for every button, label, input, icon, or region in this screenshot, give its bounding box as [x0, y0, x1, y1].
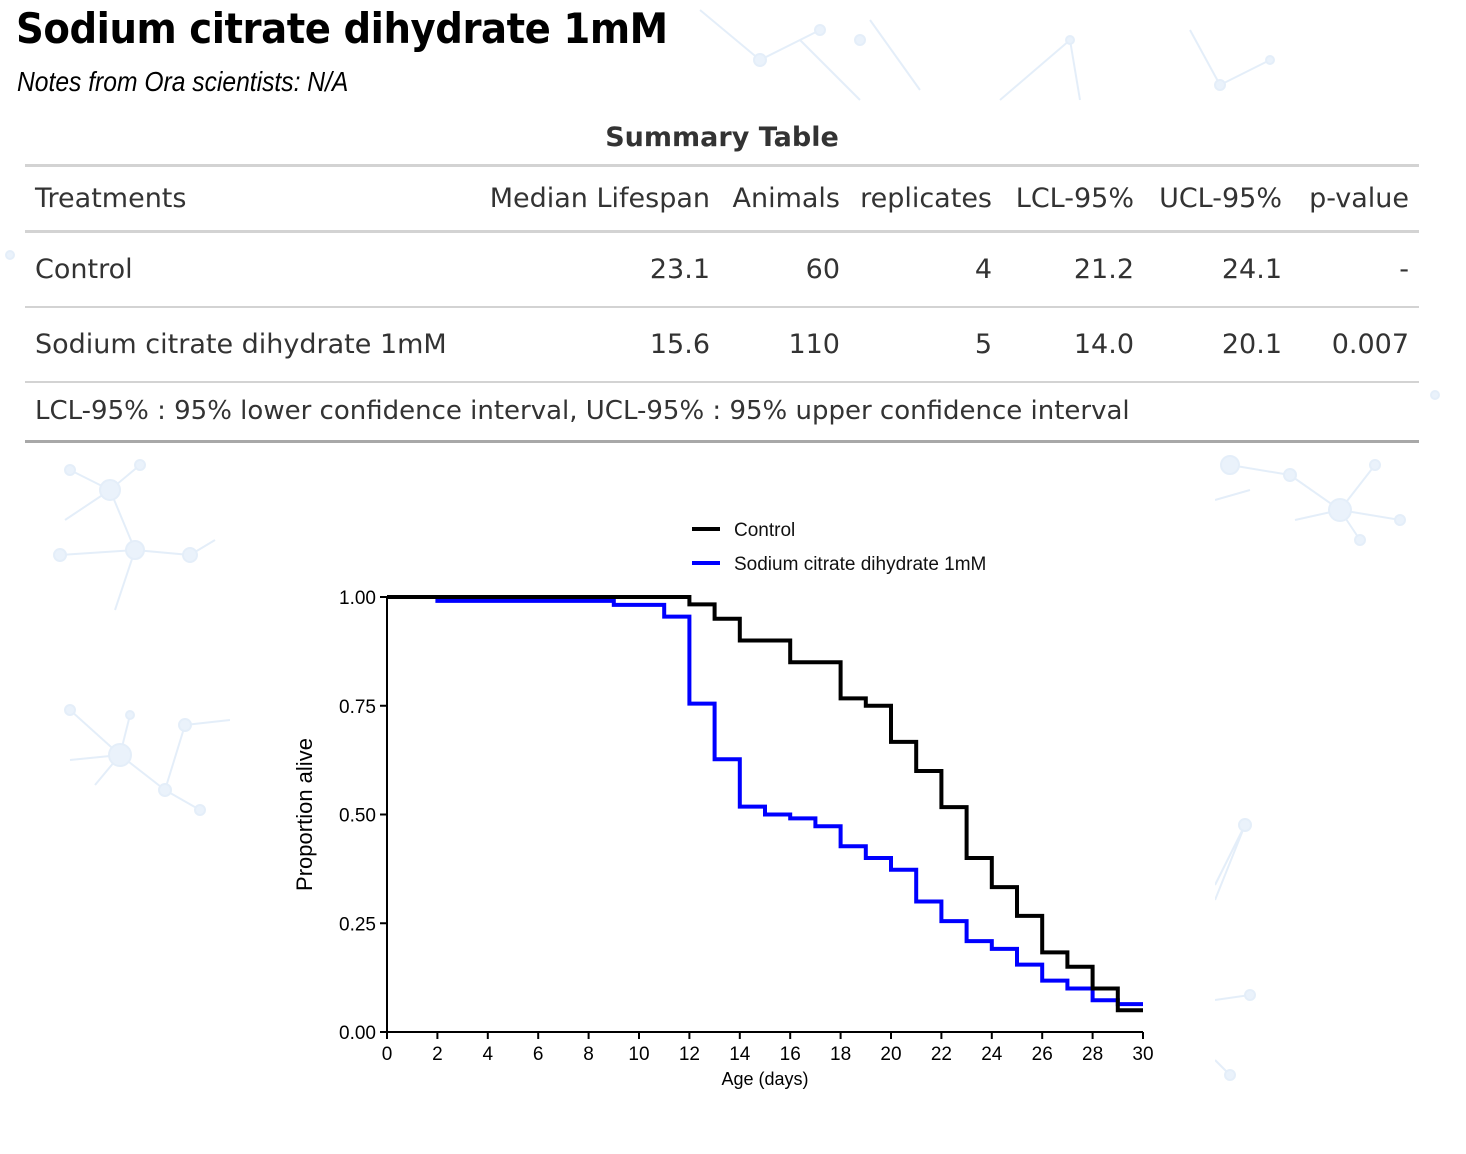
- y-tick-label: 0.75: [339, 697, 376, 718]
- column-header-ucl-95: UCL-95%: [1159, 183, 1282, 214]
- table-row: Control 23.1 60 4 21.2 24.1 -: [25, 232, 1419, 307]
- x-tick-label: 12: [679, 1044, 700, 1065]
- x-tick-label: 10: [628, 1044, 649, 1065]
- column-header-lcl-95: LCL-95%: [1015, 183, 1134, 214]
- x-tick-label: 0: [382, 1044, 393, 1065]
- x-tick-label: 2: [432, 1044, 443, 1065]
- x-axis-label: Age (days): [721, 1069, 808, 1089]
- y-axis-label: Proportion alive: [292, 738, 317, 891]
- cell-median-lifespan: 23.1: [649, 253, 710, 285]
- cell-treatment: Control: [35, 253, 133, 285]
- x-tick-label: 14: [729, 1044, 751, 1065]
- table-footnote-row: LCL-95% : 95% lower confidence interval,…: [25, 381, 1419, 442]
- cell-p-value: 0.007: [1331, 328, 1409, 360]
- table-header-row: Treatments Median Lifespan Animals repli…: [25, 165, 1419, 232]
- cell-median-lifespan: 15.6: [649, 328, 710, 360]
- y-tick-label: 0.50: [339, 806, 376, 827]
- x-tick-label: 24: [981, 1044, 1003, 1065]
- survival-chart: Control Sodium citrate dihydrate 1mM 0.00…: [292, 520, 1154, 1089]
- axes-layer: 0.000.250.500.751.000 2 4 6 8 10 12 14 16 18 20 22 2…: [339, 588, 1154, 1065]
- x-tick-label: 22: [931, 1044, 952, 1065]
- cell-treatment: Sodium citrate dihydrate 1mM: [35, 328, 447, 360]
- y-tick-label: 1.00: [339, 588, 376, 609]
- cell-replicates: 5: [974, 328, 992, 360]
- x-tick-label: 6: [533, 1044, 544, 1065]
- x-tick-label: 30: [1132, 1044, 1153, 1065]
- column-header-p-value: p-value: [1309, 183, 1409, 214]
- legend-label: Sodium citrate dihydrate 1mM: [734, 554, 986, 575]
- cell-lcl-95: 14.0: [1073, 328, 1134, 360]
- column-header-animals: Animals: [732, 183, 841, 214]
- x-tick-label: 18: [830, 1044, 851, 1065]
- y-tick-label: 0.00: [339, 1023, 376, 1044]
- chart-legend: Control Sodium citrate dihydrate 1mM: [692, 520, 986, 575]
- cell-replicates: 4: [974, 253, 992, 285]
- column-header-median-lifespan: Median Lifespan: [489, 183, 710, 214]
- cell-animals: 110: [788, 328, 840, 360]
- legend-label: Control: [734, 520, 795, 541]
- x-tick-label: 28: [1082, 1044, 1103, 1065]
- x-tick-label: 8: [583, 1044, 594, 1065]
- cell-lcl-95: 21.2: [1073, 253, 1134, 285]
- cell-p-value: -: [1399, 253, 1409, 285]
- series-line-treatment: [387, 595, 1143, 1007]
- x-tick-label: 16: [780, 1044, 801, 1065]
- y-tick-label: 0.25: [339, 914, 376, 935]
- summary-table: Treatments Median Lifespan Animals repli…: [25, 164, 1419, 443]
- page-title: Sodium citrate dihydrate 1mM: [16, 4, 668, 53]
- survival-chart-panel: Control Sodium citrate dihydrate 1mM 0.00…: [230, 460, 1215, 1150]
- cell-ucl-95: 20.1: [1221, 328, 1282, 360]
- column-header-replicates: replicates: [860, 183, 992, 214]
- cell-ucl-95: 24.1: [1221, 253, 1282, 285]
- x-tick-label: 4: [483, 1044, 494, 1065]
- table-footnote: LCL-95% : 95% lower confidence interval,…: [35, 396, 1130, 427]
- cell-animals: 60: [805, 253, 840, 285]
- summary-table-section: Summary Table Treatments Median Lifespan…: [25, 118, 1419, 443]
- x-tick-label: 20: [880, 1044, 901, 1065]
- summary-table-title: Summary Table: [605, 122, 839, 153]
- column-header-treatments: Treatments: [35, 183, 187, 214]
- series-layer: [387, 595, 1143, 1013]
- x-tick-label: 26: [1032, 1044, 1053, 1065]
- table-row: Sodium citrate dihydrate 1mM 15.6 110 5 …: [25, 307, 1419, 382]
- series-line-control: [387, 595, 1143, 1013]
- scientist-notes: Notes from Ora scientists: N/A: [17, 66, 349, 97]
